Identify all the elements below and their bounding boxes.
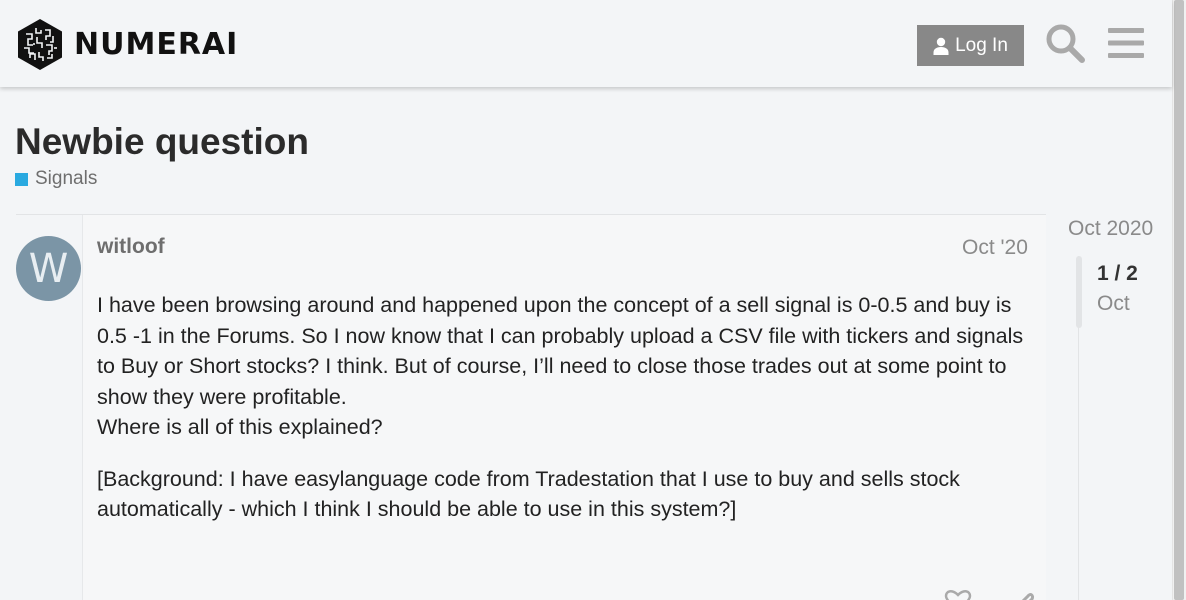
heart-icon[interactable] <box>944 590 972 600</box>
login-label: Log In <box>955 34 1008 56</box>
category-badge[interactable]: Signals <box>15 168 97 190</box>
post-paragraph: [Background: I have easylanguage code fr… <box>97 464 1037 525</box>
category-color-swatch <box>15 172 28 186</box>
avatar-letter: W <box>28 245 69 292</box>
post-paragraph-1: I have been browsing around and happened… <box>97 293 1024 409</box>
post-paragraph: I have been browsing around and happened… <box>97 290 1037 443</box>
login-button[interactable]: Log In <box>917 25 1024 66</box>
user-icon <box>933 37 949 55</box>
avatar[interactable]: W <box>16 236 81 301</box>
timeline-track[interactable] <box>1078 256 1079 600</box>
link-icon[interactable] <box>1008 590 1036 600</box>
brand-name: NUMERAI <box>74 27 239 62</box>
post-username[interactable]: witloof <box>97 235 165 258</box>
post-paragraph-2: Where is all of this explained? <box>97 415 383 439</box>
post-date[interactable]: Oct '20 <box>962 236 1028 259</box>
numerai-logo-icon <box>18 19 62 70</box>
topic-title[interactable]: Newbie question <box>15 121 309 162</box>
scrollbar-thumb[interactable] <box>1174 0 1184 600</box>
post-body <box>82 215 1046 600</box>
post-content: I have been browsing around and happened… <box>97 290 1037 546</box>
site-logo[interactable]: NUMERAI <box>16 18 238 71</box>
post-divider <box>16 214 1046 215</box>
timeline-handle[interactable] <box>1076 256 1082 328</box>
search-icon[interactable] <box>1045 23 1085 63</box>
timeline-current-date: Oct <box>1097 292 1130 315</box>
category-label: Signals <box>35 168 98 189</box>
hamburger-menu-icon[interactable] <box>1108 26 1144 60</box>
post-paragraph-3: [Background: I have easylanguage code fr… <box>97 466 960 522</box>
timeline-start-date[interactable]: Oct 2020 <box>1068 217 1154 240</box>
timeline-position: 1 / 2 <box>1097 262 1138 285</box>
site-header: NUMERAI Log In <box>0 0 1172 87</box>
